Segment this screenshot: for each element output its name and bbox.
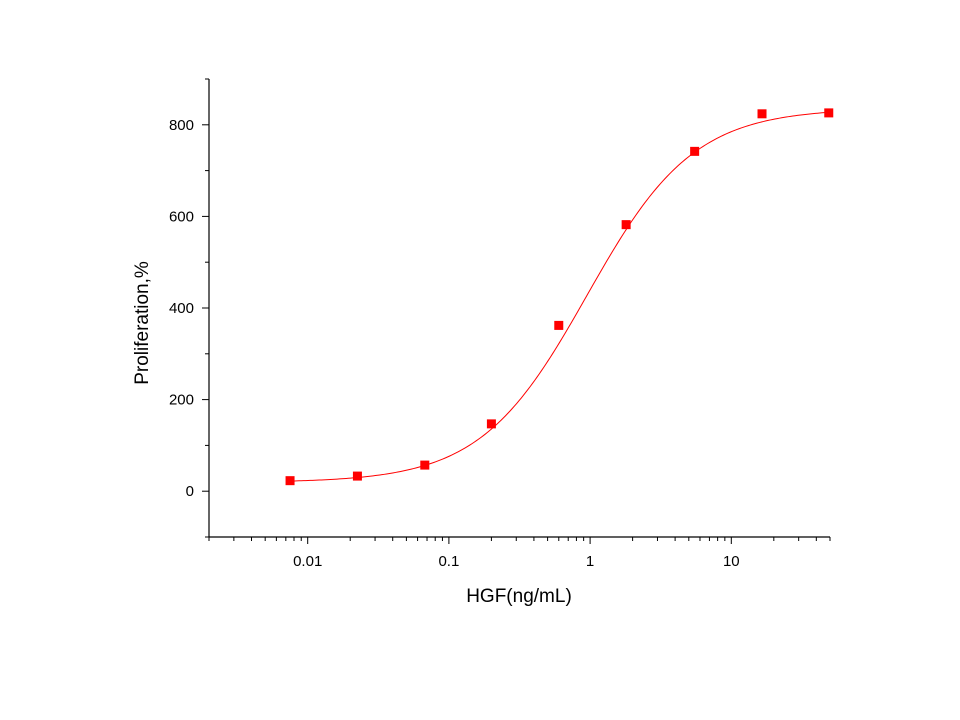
x-tick-label: 10 xyxy=(723,553,740,570)
y-tick-label: 800 xyxy=(169,117,194,134)
x-axis-ticks: 0.01 0.1 1 10 xyxy=(208,537,831,570)
y-axis-label: Proliferation,% xyxy=(132,261,153,385)
y-axis-ticks: 0 200 400 600 800 xyxy=(169,78,209,538)
x-tick-label: 0.1 xyxy=(438,553,459,570)
data-point xyxy=(420,460,430,470)
data-point xyxy=(757,109,767,119)
plot-area: 0 200 400 600 800 0.01 0.1 1 10 xyxy=(169,78,834,570)
x-tick-label: 0.01 xyxy=(293,553,322,570)
y-tick-label: 200 xyxy=(169,392,194,409)
y-tick-label: 0 xyxy=(186,483,194,500)
x-tick-label: 1 xyxy=(586,553,594,570)
data-point xyxy=(554,320,564,330)
data-point xyxy=(285,476,295,486)
y-tick-label: 600 xyxy=(169,208,194,225)
data-point xyxy=(690,146,700,156)
fit-curve xyxy=(290,111,829,482)
data-point xyxy=(824,108,834,118)
data-point xyxy=(486,419,496,429)
x-axis-label: HGF(ng/mL) xyxy=(466,586,572,607)
data-points xyxy=(285,108,834,486)
y-tick-label: 400 xyxy=(169,300,194,317)
data-point xyxy=(621,220,631,230)
data-point xyxy=(352,471,362,481)
